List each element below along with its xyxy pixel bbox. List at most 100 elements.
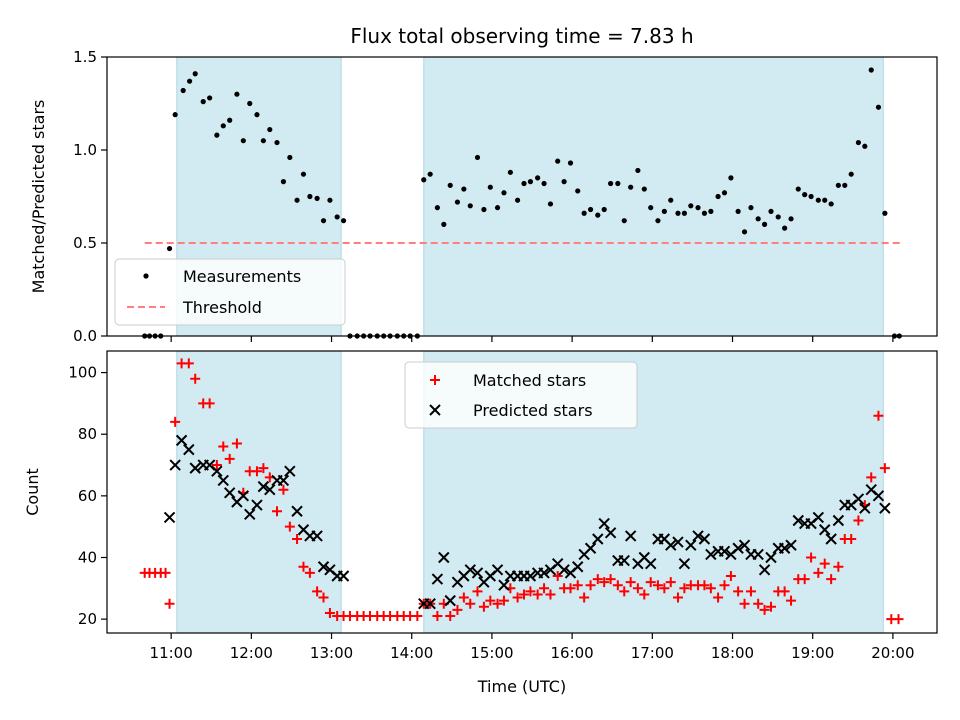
- x-point: [291, 505, 303, 517]
- x-tick-label: 15:00: [470, 644, 513, 662]
- x-point: [859, 502, 871, 514]
- plus-point: [619, 586, 630, 597]
- dot-point: [427, 171, 433, 177]
- plus-point: [170, 416, 181, 427]
- plus-point: [211, 460, 222, 471]
- x-tick-label: 12:00: [230, 644, 273, 662]
- dot-point: [701, 210, 708, 216]
- x-point: [524, 570, 537, 582]
- x-point: [251, 499, 263, 511]
- x-point: [792, 514, 804, 527]
- plus-point: [552, 570, 563, 581]
- plus-point: [572, 580, 583, 591]
- plus-point: [164, 598, 175, 609]
- dot-point: [595, 212, 601, 218]
- series-predicted-stars: [163, 434, 891, 610]
- plus-point: [853, 515, 864, 526]
- x-tick-label: 16:00: [551, 644, 594, 662]
- legend-plus-marker: [430, 375, 440, 385]
- plus-point: [745, 586, 756, 597]
- x-point: [624, 530, 637, 542]
- x-point: [491, 564, 504, 576]
- dot-point: [768, 208, 774, 214]
- plus-point: [833, 561, 844, 572]
- plus-point: [799, 574, 810, 585]
- plus-point: [218, 441, 229, 452]
- x-point: [645, 557, 657, 570]
- dot-point: [835, 182, 841, 188]
- plus-point: [519, 589, 530, 600]
- plus-point: [672, 592, 683, 603]
- y-axis-label: Count: [23, 468, 42, 516]
- plus-point: [679, 583, 690, 594]
- plus-point: [779, 586, 790, 597]
- x-point: [738, 539, 751, 551]
- dot-point: [782, 225, 788, 231]
- plus-point: [284, 521, 295, 532]
- dot-point: [668, 197, 674, 203]
- plus-point: [545, 589, 556, 600]
- x-tick-label: 13:00: [310, 644, 353, 662]
- x-tick-label: 14:00: [390, 644, 433, 662]
- x-point: [277, 474, 290, 487]
- dot-point: [441, 221, 447, 227]
- x-point: [584, 542, 597, 554]
- dot-point: [507, 169, 513, 175]
- y-tick-label: 0.0: [73, 327, 97, 345]
- dot-point: [234, 91, 240, 97]
- plus-point: [879, 463, 890, 474]
- plus-point: [579, 592, 590, 603]
- plus-point: [659, 583, 670, 594]
- dot-point: [274, 139, 280, 146]
- x-point: [819, 524, 831, 536]
- plus-point: [478, 601, 489, 612]
- dot-point: [300, 171, 307, 177]
- dot-point: [467, 203, 473, 209]
- x-point: [678, 557, 691, 570]
- dot-point: [708, 208, 714, 214]
- x-point: [672, 536, 684, 548]
- x-point: [812, 511, 825, 524]
- dot-point: [608, 180, 614, 187]
- x-point: [665, 539, 677, 551]
- x-point: [237, 490, 250, 502]
- x-point: [785, 539, 797, 551]
- x-point: [685, 539, 697, 551]
- plus-point: [753, 598, 764, 609]
- plus-point: [492, 598, 503, 609]
- x-point: [538, 567, 550, 579]
- dot-point: [200, 99, 206, 105]
- plus-point: [485, 595, 496, 606]
- plus-point: [806, 552, 817, 563]
- plus-point: [599, 577, 610, 588]
- plus-point: [866, 472, 877, 483]
- dot-point: [514, 197, 521, 203]
- dot-point: [247, 100, 253, 107]
- count-panel: 20 40 60 80 100 11:00 12:00 13:00 14:00 15:00 16:0…: [23, 350, 938, 662]
- x-point: [424, 598, 436, 610]
- plus-point: [819, 558, 830, 569]
- dot-point: [795, 186, 801, 192]
- x-point: [572, 561, 584, 573]
- dot-point: [882, 210, 888, 216]
- x-point: [189, 462, 201, 474]
- plus-point: [472, 586, 483, 597]
- plus-point: [458, 592, 469, 603]
- dot-point: [688, 203, 694, 209]
- x-point: [872, 490, 885, 502]
- dot-point: [214, 132, 220, 138]
- dot-point: [748, 205, 754, 211]
- dot-point: [802, 192, 808, 198]
- dot-point: [655, 218, 661, 224]
- x-point: [752, 548, 764, 561]
- legend-box: [404, 361, 638, 429]
- plot-frame: [106, 56, 938, 337]
- dot-point: [180, 87, 186, 94]
- dot-point: [287, 154, 293, 161]
- plus-point: [272, 506, 283, 517]
- dot-point: [842, 182, 848, 188]
- x-point: [217, 474, 229, 487]
- plus-point: [585, 580, 596, 591]
- x-tick-label: 11:00: [150, 644, 193, 662]
- dot-point: [447, 182, 453, 188]
